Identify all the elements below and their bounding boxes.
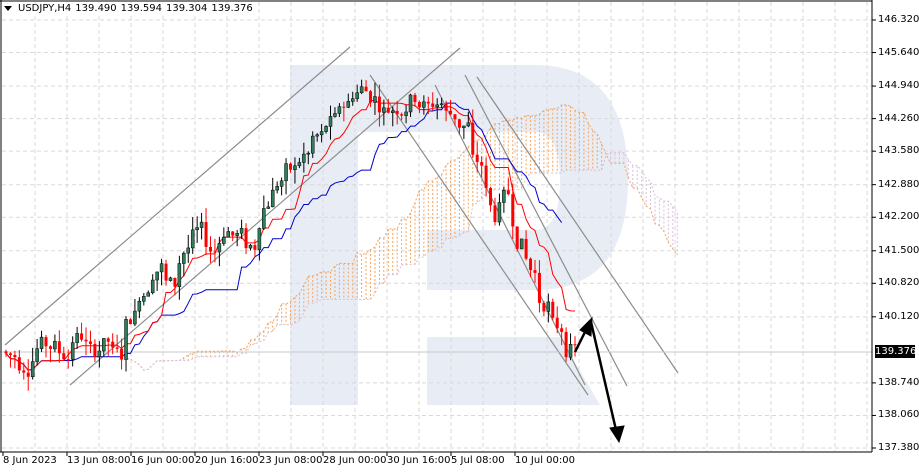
arrow-down-head-icon xyxy=(609,425,625,444)
candlesticks xyxy=(4,79,577,391)
descending-channel-line-2 xyxy=(434,84,586,386)
x-tick-label: 20 Jun 16:00 xyxy=(195,455,259,466)
current-price-tag: 139.376 xyxy=(875,345,917,358)
x-tick-label: 30 Jun 16:00 xyxy=(387,455,451,466)
forecast-arrow-up xyxy=(573,329,588,353)
y-axis-ticks xyxy=(872,19,876,449)
y-tick-label: 137.380 xyxy=(878,442,919,453)
y-tick-label: 144.940 xyxy=(878,80,919,92)
descending-channel-line-3 xyxy=(464,74,628,387)
y-tick-label: 138.740 xyxy=(878,376,919,388)
symbol-timeframe: USDJPY,H4 xyxy=(18,3,72,14)
y-tick-label: 145.640 xyxy=(878,46,919,58)
y-tick-label: 144.260 xyxy=(878,112,919,124)
x-tick-label: 16 Jun 00:00 xyxy=(131,455,195,466)
y-tick-label: 140.820 xyxy=(878,277,919,289)
x-tick-label: 5 Jul 08:00 xyxy=(451,455,505,466)
y-tick-label: 143.580 xyxy=(878,145,919,157)
tenkan-sen-line xyxy=(5,100,576,371)
axes-frame xyxy=(0,0,873,453)
ohlc-close: 139.376 xyxy=(211,3,253,14)
watermark-logo xyxy=(290,65,628,405)
x-tick-label: 13 Jun 08:00 xyxy=(67,455,131,466)
ascending-channel-upper-line xyxy=(4,46,351,346)
ohlc-low: 139.304 xyxy=(166,3,208,14)
dropdown-triangle-icon[interactable] xyxy=(4,6,12,11)
y-tick-label: 142.200 xyxy=(878,211,919,223)
arrow-up-head-icon xyxy=(579,316,593,337)
y-tick-label: 146.320 xyxy=(878,14,919,25)
grid-lines xyxy=(2,2,871,451)
x-axis-ticks xyxy=(2,452,516,456)
x-tick-label: 8 Jun 2023 xyxy=(3,455,57,466)
descending-channel-line-4 xyxy=(476,76,679,374)
ichimoku-cloud xyxy=(121,104,678,371)
chart-header: USDJPY,H4 139.490 139.594 139.304 139.37… xyxy=(4,3,255,14)
descending-channel-line-1 xyxy=(369,74,589,396)
x-tick-label: 28 Jun 00:00 xyxy=(323,455,387,466)
y-tick-label: 140.120 xyxy=(878,310,919,322)
ohlc-high: 139.594 xyxy=(120,3,163,14)
forecast-arrows xyxy=(573,316,625,444)
y-tick-label: 138.060 xyxy=(878,409,919,421)
y-tick-label: 142.880 xyxy=(878,178,919,190)
x-tick-label: 23 Jun 08:00 xyxy=(259,455,323,466)
y-tick-label: 141.500 xyxy=(878,244,919,256)
forecast-arrow-down xyxy=(589,321,618,431)
x-tick-label: 10 Jul 00:00 xyxy=(515,455,575,466)
ohlc-open: 139.490 xyxy=(75,3,117,14)
